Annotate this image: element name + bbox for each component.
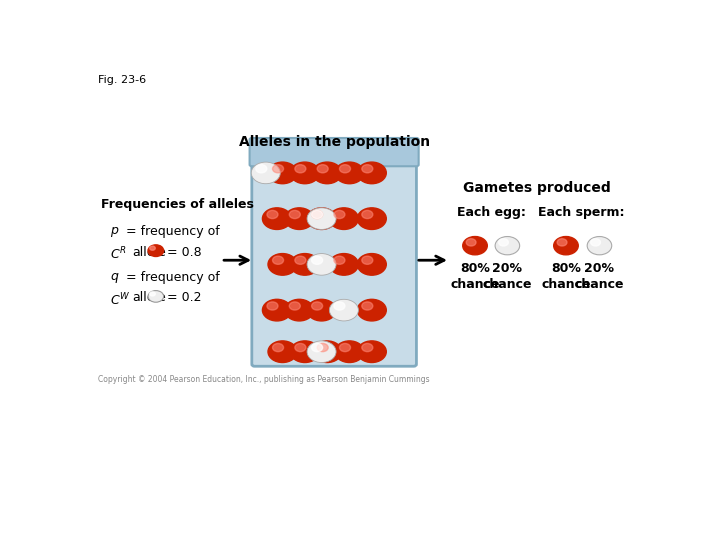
Text: Frequencies of alleles: Frequencies of alleles (101, 198, 254, 211)
Text: Each egg:: Each egg: (457, 206, 526, 219)
Circle shape (329, 208, 359, 230)
Circle shape (307, 341, 336, 362)
Circle shape (357, 162, 387, 184)
Text: = 0.2: = 0.2 (167, 292, 202, 305)
Circle shape (273, 165, 284, 173)
Text: 80%
chance: 80% chance (450, 262, 500, 291)
Text: Alleles in the population: Alleles in the population (239, 136, 430, 150)
Circle shape (307, 208, 336, 230)
Text: $p$: $p$ (109, 225, 119, 239)
Circle shape (362, 165, 373, 173)
Circle shape (267, 302, 278, 310)
Circle shape (329, 299, 359, 321)
Circle shape (357, 208, 387, 230)
Circle shape (318, 343, 328, 352)
Text: $C^W$: $C^W$ (109, 292, 130, 308)
Circle shape (340, 165, 351, 173)
Circle shape (262, 299, 292, 321)
Circle shape (357, 299, 387, 321)
Circle shape (334, 302, 345, 310)
Circle shape (335, 341, 364, 362)
Circle shape (312, 256, 323, 265)
Text: $C^R$: $C^R$ (109, 246, 126, 262)
Circle shape (463, 237, 487, 255)
FancyBboxPatch shape (252, 146, 416, 366)
Circle shape (251, 162, 280, 184)
Circle shape (362, 343, 373, 352)
Circle shape (268, 341, 297, 362)
Text: allele: allele (132, 292, 166, 305)
Circle shape (467, 239, 476, 246)
Circle shape (307, 254, 336, 275)
Circle shape (290, 162, 320, 184)
Circle shape (334, 256, 345, 265)
Text: Copyright © 2004 Pearson Education, Inc., publishing as Pearson Benjamin Cumming: Copyright © 2004 Pearson Education, Inc.… (99, 375, 430, 383)
Circle shape (295, 256, 306, 265)
Text: 80%
chance: 80% chance (541, 262, 590, 291)
Circle shape (362, 211, 373, 219)
Circle shape (495, 237, 520, 255)
Circle shape (312, 211, 323, 219)
Circle shape (340, 343, 351, 352)
Circle shape (357, 341, 387, 362)
Circle shape (590, 239, 600, 246)
Text: Gametes produced: Gametes produced (462, 181, 611, 195)
Circle shape (362, 302, 373, 310)
Circle shape (312, 211, 323, 219)
Circle shape (148, 245, 163, 256)
Circle shape (289, 302, 300, 310)
Circle shape (357, 254, 387, 275)
Circle shape (329, 254, 359, 275)
Circle shape (334, 211, 345, 219)
Circle shape (295, 165, 306, 173)
Text: = 0.8: = 0.8 (167, 246, 202, 259)
Circle shape (307, 299, 336, 321)
Text: = frequency of: = frequency of (126, 225, 220, 238)
Circle shape (312, 343, 323, 352)
Circle shape (335, 162, 364, 184)
Circle shape (290, 254, 320, 275)
Text: allele: allele (132, 246, 166, 259)
Text: Each sperm:: Each sperm: (538, 206, 624, 219)
Circle shape (284, 208, 314, 230)
Text: Fig. 23-6: Fig. 23-6 (99, 75, 146, 85)
Text: 20%
chance: 20% chance (482, 262, 532, 291)
Circle shape (290, 341, 320, 362)
Circle shape (588, 237, 612, 255)
Circle shape (262, 208, 292, 230)
Text: $q$: $q$ (109, 271, 119, 285)
Circle shape (312, 302, 323, 310)
Circle shape (312, 162, 342, 184)
Circle shape (557, 239, 567, 246)
Circle shape (362, 256, 373, 265)
Circle shape (273, 256, 284, 265)
Circle shape (318, 165, 328, 173)
Circle shape (256, 165, 267, 173)
Circle shape (312, 341, 342, 362)
Circle shape (554, 237, 578, 255)
FancyBboxPatch shape (250, 138, 418, 166)
Circle shape (498, 239, 508, 246)
Circle shape (295, 343, 306, 352)
Text: = frequency of: = frequency of (126, 271, 220, 284)
Circle shape (307, 208, 336, 230)
Circle shape (150, 292, 156, 296)
Circle shape (289, 211, 300, 219)
Circle shape (267, 211, 278, 219)
Circle shape (150, 246, 156, 250)
Circle shape (148, 291, 163, 302)
Circle shape (284, 299, 314, 321)
Text: 20%
chance: 20% chance (575, 262, 624, 291)
Circle shape (268, 254, 297, 275)
Circle shape (268, 162, 297, 184)
Circle shape (273, 343, 284, 352)
